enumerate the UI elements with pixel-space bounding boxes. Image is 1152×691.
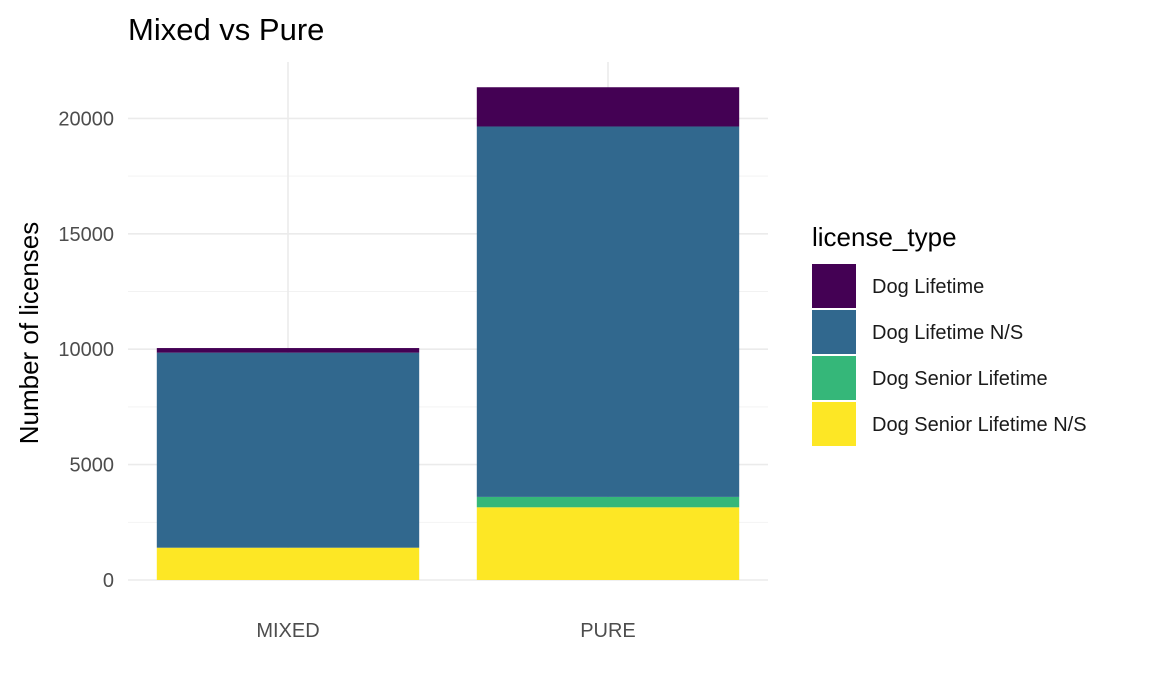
legend-title: license_type xyxy=(812,222,957,252)
legend-key xyxy=(812,310,856,354)
legend-key xyxy=(812,402,856,446)
bar-segment-pure-dog-lifetime xyxy=(476,87,740,127)
legend-label: Dog Senior Lifetime N/S xyxy=(872,414,1087,436)
bar-segment-mixed-dog-senior-lifetime-n-s xyxy=(156,547,420,580)
bar-segment-pure-dog-senior-lifetime-n-s xyxy=(476,507,740,580)
y-tick-label: 15000 xyxy=(58,224,114,246)
y-tick-label: 20000 xyxy=(58,108,114,130)
y-tick-label: 5000 xyxy=(70,455,115,477)
y-axis-title: Number of licenses xyxy=(14,222,44,445)
chart-title: Mixed vs Pure xyxy=(128,12,324,47)
bar-segment-mixed-dog-lifetime xyxy=(156,348,420,353)
y-axis-ticks: 0 5000 10000 15000 20000 xyxy=(58,108,114,592)
legend-key xyxy=(812,264,856,308)
legend-label: Dog Lifetime xyxy=(872,276,984,298)
bars xyxy=(156,87,740,580)
legend-key xyxy=(812,356,856,400)
legend-label: Dog Senior Lifetime xyxy=(872,368,1048,390)
legend: license_type Dog Lifetime Dog Lifetime N/… xyxy=(812,222,1087,446)
legend-label: Dog Lifetime N/S xyxy=(872,322,1023,344)
bar-segment-pure-dog-lifetime-n-s xyxy=(476,126,740,497)
y-tick-label: 0 xyxy=(103,570,114,592)
x-tick-label: MIXED xyxy=(256,620,319,642)
legend-items: Dog Lifetime Dog Lifetime N/S Dog Senior L… xyxy=(812,264,1087,446)
x-tick-label: PURE xyxy=(580,620,636,642)
bar-segment-mixed-dog-lifetime-n-s xyxy=(156,352,420,548)
x-axis-ticks: MIXED PURE xyxy=(256,620,635,642)
y-tick-label: 10000 xyxy=(58,339,114,361)
bar-segment-pure-dog-senior-lifetime xyxy=(476,496,740,508)
